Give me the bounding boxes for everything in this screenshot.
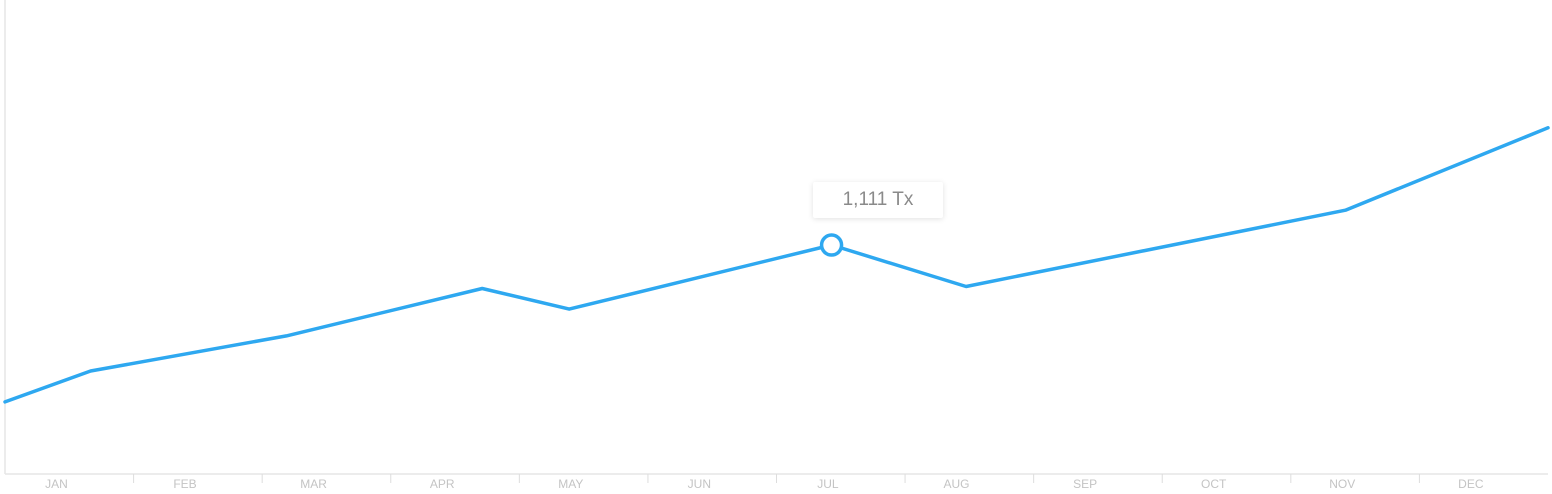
x-tick-label: MAY: [558, 477, 583, 491]
x-tick-label: DEC: [1458, 477, 1484, 491]
x-tick-label: AUG: [944, 477, 970, 491]
x-tick-label: FEB: [173, 477, 196, 491]
highlight-marker: [819, 233, 844, 257]
x-tick-label: JUL: [817, 477, 839, 491]
x-tick-label: NOV: [1329, 477, 1355, 491]
x-tick-label: OCT: [1201, 477, 1227, 491]
series-line: [3, 126, 1550, 404]
x-tick-label: APR: [430, 477, 455, 491]
x-tick-label: JAN: [45, 477, 68, 491]
x-tick-label: JUN: [688, 477, 711, 491]
x-tick-label: SEP: [1073, 477, 1097, 491]
value-tooltip: 1,111 Tx: [813, 182, 943, 218]
x-tick-label: MAR: [300, 477, 327, 491]
